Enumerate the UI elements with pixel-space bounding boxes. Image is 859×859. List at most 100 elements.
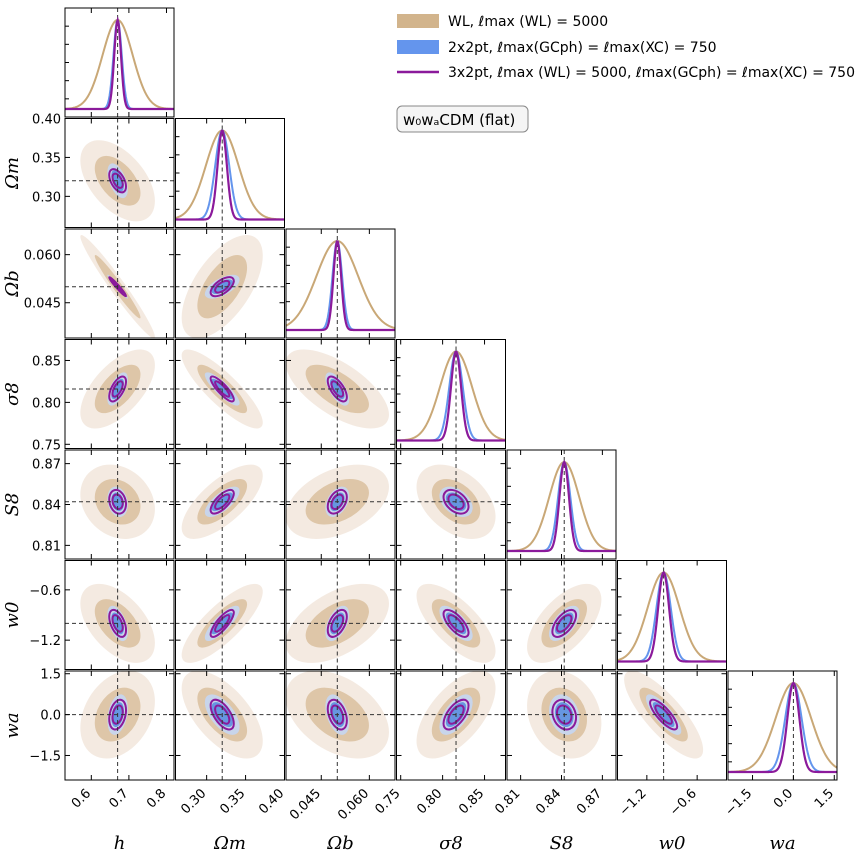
contour-3x2pt-1sigma (654, 704, 673, 725)
x-tick-label: 0.8 (144, 786, 169, 811)
y-tick-label: 0.30 (32, 190, 61, 205)
x-axis-label-w0: w0 (659, 833, 686, 854)
contour-3x2pt-2sigma (326, 608, 348, 638)
marginal-curve-3x2pt (65, 16, 174, 111)
y-tick-label: 1.5 (40, 668, 61, 683)
x-axis-label-sigma8: σ8 (439, 833, 463, 854)
panel-frame (285, 560, 396, 670)
panel-frame (175, 670, 285, 781)
contour-3x2pt-1sigma (214, 493, 231, 511)
y-tick-label: 0.84 (32, 499, 61, 514)
panel-Ob-sigma8 (286, 339, 395, 449)
panel-frame (285, 670, 396, 781)
x-tick-label: 0.30 (178, 786, 209, 817)
contour-3x2pt-1sigma (111, 172, 124, 189)
x-tick-label: 0.84 (533, 786, 564, 817)
contour-3x2pt-1sigma (447, 493, 465, 511)
marginal-curve-3x2pt (507, 459, 616, 553)
x-tick-label: 0.85 (456, 786, 487, 817)
contour-3x2pt-2sigma (209, 608, 235, 638)
y-axis-label-Ob: Ωb (2, 270, 23, 297)
marginal-curve-WL (65, 18, 174, 110)
panel-sigma8-sigma8 (396, 339, 506, 449)
panel-sigma8-wa (396, 671, 506, 780)
contour-3x2pt-2sigma (108, 168, 128, 194)
legend-swatch-wl (397, 14, 439, 28)
y-axis-label-Om: Ωm (2, 157, 23, 190)
panel-frame (727, 670, 838, 781)
panel-h-Om (65, 118, 174, 228)
legend-label-3x2pt: 3x2pt, ℓmax (WL) = 5000, ℓmax(GCph) = ℓm… (448, 65, 855, 81)
y-axis-label-w0: w0 (2, 602, 23, 629)
panel-frame (64, 560, 175, 670)
contour-3x2pt-1sigma (111, 614, 124, 633)
model-label-frame (396, 105, 529, 133)
panel-Om-S8 (175, 450, 285, 559)
panel-frame (617, 670, 727, 781)
y-tick-label: 0.75 (32, 438, 61, 453)
y-axis-label-S8: S8 (2, 493, 23, 517)
marginal-curve-2x2pt (175, 129, 285, 221)
contour-3x2pt-1sigma (330, 380, 345, 398)
contour-3x2pt-1sigma (111, 279, 124, 294)
y-axis-label-sigma8: σ8 (2, 382, 23, 406)
contour-3x2pt-2sigma (326, 375, 348, 403)
contour-3x2pt-1sigma (555, 704, 573, 725)
panel-frame (396, 670, 506, 781)
marginal-curve-WL (507, 460, 616, 552)
y-tick-label: −1.5 (29, 749, 61, 764)
contour-3x2pt-1sigma (555, 614, 573, 633)
panel-S8-S8 (507, 450, 616, 559)
legend-swatch-2x2pt (397, 40, 439, 54)
x-axis-label-Om: Ωm (213, 833, 246, 854)
contour-2x2pt-1sigma (211, 612, 233, 635)
y-tick-label: 0.045 (24, 297, 61, 312)
panel-sigma8-w0 (396, 560, 506, 670)
contour-3x2pt-2sigma (108, 608, 128, 638)
panel-frame (396, 560, 506, 670)
panel-Om-Ob (175, 229, 285, 338)
contour-3x2pt-2sigma (209, 375, 235, 403)
contour-3x2pt-2sigma (326, 488, 348, 515)
panel-Om-wa (175, 671, 285, 780)
contour-3x2pt-2sigma (108, 375, 128, 403)
x-tick-label: 0.80 (414, 786, 445, 817)
legend-label-2x2pt: 2x2pt, ℓmax(GCph) = ℓmax(XC) = 750 (448, 40, 717, 56)
contour-3x2pt-2sigma (649, 698, 679, 731)
panel-frame (175, 339, 285, 449)
y-tick-label: 0.0 (40, 709, 61, 724)
x-tick-label: 0.40 (256, 786, 287, 817)
contour-3x2pt-2sigma (108, 698, 128, 731)
x-tick-label: 0.060 (335, 786, 372, 823)
contour-3x2pt-2sigma (442, 488, 470, 515)
contour-3x2pt-2sigma (551, 698, 578, 731)
marginal-curve-WL (617, 571, 727, 663)
x-tick-label: 0.7 (106, 786, 131, 811)
x-axis-label-Ob: Ωb (326, 833, 353, 854)
contour-3x2pt-1sigma (330, 704, 345, 725)
panel-h-w0 (65, 560, 174, 670)
panel-w0-wa (617, 671, 727, 780)
panel-frame (175, 560, 285, 670)
marginal-curve-WL (396, 350, 506, 442)
panel-Ob-Ob (286, 229, 395, 338)
legend-label-wl: WL, ℓmax (WL) = 5000 (448, 14, 608, 30)
contour-3x2pt-1sigma (447, 614, 465, 633)
x-tick-label: −1.2 (617, 786, 650, 819)
x-tick-label: −1.5 (722, 786, 755, 819)
panel-frame (64, 670, 175, 781)
y-tick-label: −1.2 (29, 634, 61, 649)
panel-frame (175, 228, 285, 339)
marginal-curve-WL (286, 240, 395, 330)
model-label: w₀wₐCDM (flat) (403, 111, 515, 129)
contour-3x2pt-1sigma (447, 704, 465, 725)
marginal-curve-3x2pt (175, 129, 285, 221)
y-tick-label: 0.81 (32, 539, 61, 554)
panel-h-h (65, 8, 174, 117)
panel-frame (285, 228, 396, 339)
marginal-curve-WL (175, 129, 285, 221)
x-tick-label: 0.6 (69, 786, 94, 811)
panel-w0-w0 (617, 560, 727, 670)
